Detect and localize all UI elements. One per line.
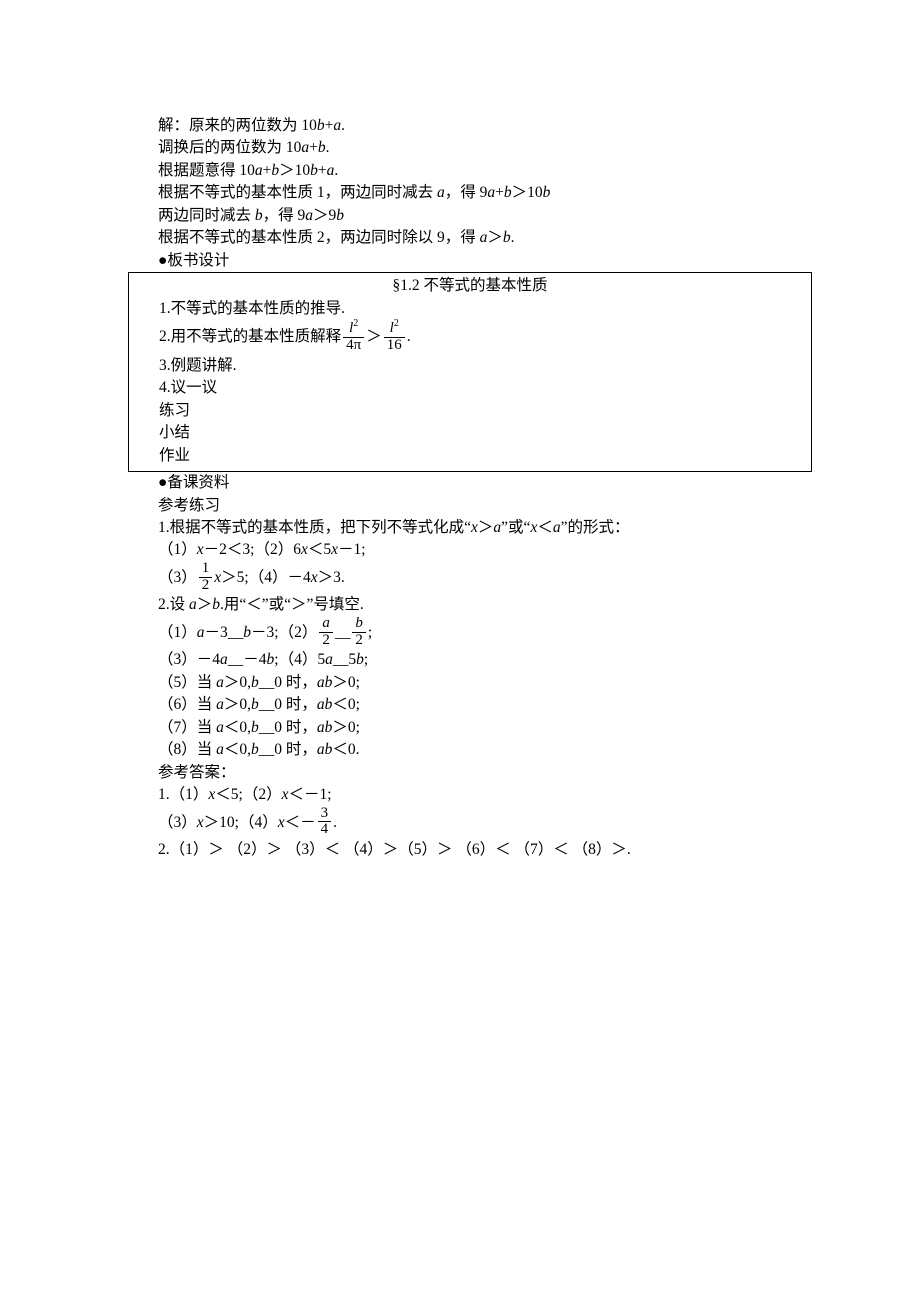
board-design-heading: ●板书设计	[158, 250, 792, 272]
answer-1-line-1: 1.（1）x＜5;（2）x＜－1;	[158, 784, 792, 806]
q2-items-3-4: （3）－4a__－4b;（4）5a__5b;	[158, 649, 792, 671]
box-title: §1.2 不等式的基本性质	[137, 275, 803, 297]
box-item-2: 2.用不等式的基本性质解释 l2 4π ＞ l2 16 .	[137, 320, 803, 355]
q2-item-5: （5）当 a＞0,b__0 时，ab＞0;	[158, 672, 792, 694]
q2-item-7: （7）当 a＜0,b__0 时，ab＞0;	[158, 717, 792, 739]
q1-items-3-4: （3） 1 2 x＞5;（4）－4x＞3.	[158, 562, 792, 595]
fraction-l2-4pi: l2 4π	[343, 319, 364, 354]
q1-items-1-2: （1）x－2＜3;（2）6x＜5x－1;	[158, 539, 792, 561]
q2-items-1-2: （1）a－3__b－3;（2） a2 __ b2 ;	[158, 617, 792, 650]
answer-1-line-2: （3）x＞10;（4）x＜－ 34 .	[158, 807, 792, 840]
fraction-l2-16: l2 16	[384, 319, 405, 354]
fraction-3-4: 34	[318, 806, 332, 839]
solution-line-4: 根据不等式的基本性质 1，两边同时减去 a，得 9a+b＞10b	[158, 182, 792, 204]
fraction-b-2: b2	[352, 616, 366, 649]
document-page: 解：原来的两位数为 10b+a. 调换后的两位数为 10a+b. 根据题意得 1…	[0, 0, 920, 1302]
solution-line-5: 两边同时减去 b，得 9a＞9b	[158, 205, 792, 227]
solution-line-3: 根据题意得 10a+b＞10b+a.	[158, 160, 792, 182]
box-item-5: 练习	[137, 400, 803, 422]
box-item-1: 1.不等式的基本性质的推导.	[137, 298, 803, 320]
materials-heading: ●备课资料	[158, 472, 792, 494]
solution-line-6: 根据不等式的基本性质 2，两边同时除以 9，得 a＞b.	[158, 227, 792, 249]
box-item-4: 4.议一议	[137, 377, 803, 399]
solution-line-2: 调换后的两位数为 10a+b.	[158, 137, 792, 159]
box-item-6: 小结	[137, 422, 803, 444]
box-item-3: 3.例题讲解.	[137, 355, 803, 377]
solution-line-1: 解：原来的两位数为 10b+a.	[158, 115, 792, 137]
practice-heading: 参考练习	[158, 495, 792, 517]
q2-stem: 2.设 a＞b.用“＜”或“＞”号填空.	[158, 594, 792, 616]
fraction-1-2: 1 2	[199, 561, 213, 594]
answers-heading: 参考答案：	[158, 762, 792, 784]
q2-item-6: （6）当 a＞0,b__0 时，ab＜0;	[158, 694, 792, 716]
fraction-a-2: a2	[319, 616, 333, 649]
box-item-7: 作业	[137, 445, 803, 467]
q2-item-8: （8）当 a＜0,b__0 时，ab＜0.	[158, 739, 792, 761]
q1-stem: 1.根据不等式的基本性质，把下列不等式化成“x＞a”或“x＜a”的形式：	[158, 517, 792, 539]
board-design-box: §1.2 不等式的基本性质 1.不等式的基本性质的推导. 2.用不等式的基本性质…	[128, 272, 812, 472]
answer-2: 2.（1）＞ （2）＞ （3）＜ （4）＞（5）＞ （6）＜ （7）＜ （8）＞…	[158, 839, 792, 861]
